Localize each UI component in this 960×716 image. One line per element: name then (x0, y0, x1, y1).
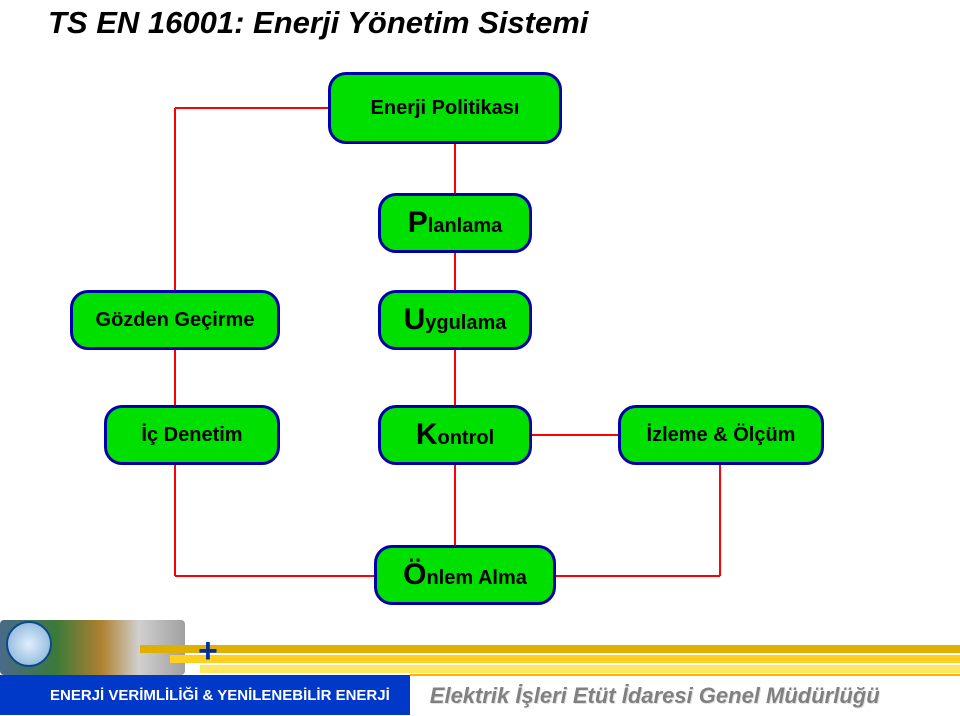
node-audit: İç Denetim (104, 405, 280, 465)
node-measure: İzleme & Ölçüm (618, 405, 824, 465)
node-energy-policy: Enerji Politikası (328, 72, 562, 144)
footer: + ENERJİ VERİMLİLİĞİ & YENİLENEBİLİR ENE… (0, 675, 960, 715)
node-action: Önlem Alma (374, 545, 556, 605)
footer-left-text: ENERJİ VERİMLİLİĞİ & YENİLENEBİLİR ENERJ… (0, 675, 410, 715)
footer-right-text: Elektrik İşleri Etüt İdaresi Genel Müdür… (410, 674, 960, 716)
footer-accent-bars (0, 645, 960, 675)
slide-title: TS EN 16001: Enerji Yönetim Sistemi (48, 5, 588, 41)
node-control: Kontrol (378, 405, 532, 465)
node-review: Gözden Geçirme (70, 290, 280, 350)
plus-icon: + (198, 632, 218, 671)
node-plan: Planlama (378, 193, 532, 253)
node-apply: Uygulama (378, 290, 532, 350)
